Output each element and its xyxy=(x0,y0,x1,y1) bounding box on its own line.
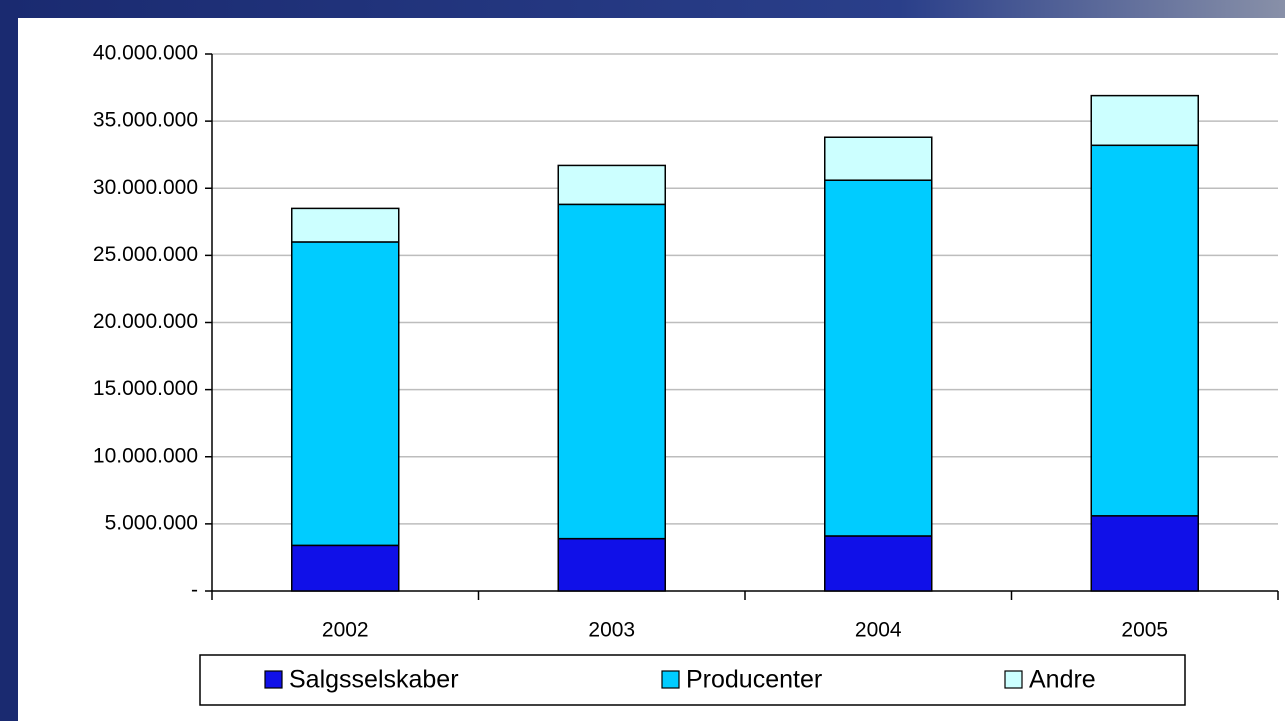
y-tick-label: 30.000.000 xyxy=(93,176,198,199)
y-tick-label: 20.000.000 xyxy=(93,310,198,333)
x-tick-label: 2002 xyxy=(322,619,369,642)
legend-swatch xyxy=(264,670,283,689)
bar-segment xyxy=(824,535,933,592)
bar-segment xyxy=(291,241,400,547)
bar-segment xyxy=(1090,515,1199,592)
y-tick-label: 25.000.000 xyxy=(93,243,198,266)
legend-label: Salgsselskaber xyxy=(289,666,459,694)
bar-segment xyxy=(291,207,400,243)
bar-segment xyxy=(1090,144,1199,517)
legend-swatch xyxy=(1004,670,1023,689)
y-tick-label: 40.000.000 xyxy=(93,42,198,65)
y-tick-label: 10.000.000 xyxy=(93,444,198,467)
bar-segment xyxy=(824,136,933,181)
y-tick-label: - xyxy=(191,579,198,602)
y-tick-label: 5.000.000 xyxy=(105,511,198,534)
y-tick-label: 35.000.000 xyxy=(93,109,198,132)
y-tick-label: 15.000.000 xyxy=(93,377,198,400)
bar-segment xyxy=(557,164,666,206)
bar-segment xyxy=(557,203,666,540)
bar-segment xyxy=(824,179,933,537)
legend-label: Producenter xyxy=(686,666,822,694)
x-tick-label: 2004 xyxy=(855,619,902,642)
x-tick-label: 2003 xyxy=(588,619,635,642)
legend-label: Andre xyxy=(1029,666,1096,694)
bar-segment xyxy=(557,537,666,592)
legend-swatch xyxy=(661,670,680,689)
bar-segment xyxy=(1090,94,1199,147)
bar-segment xyxy=(291,544,400,592)
x-tick-label: 2005 xyxy=(1121,619,1168,642)
